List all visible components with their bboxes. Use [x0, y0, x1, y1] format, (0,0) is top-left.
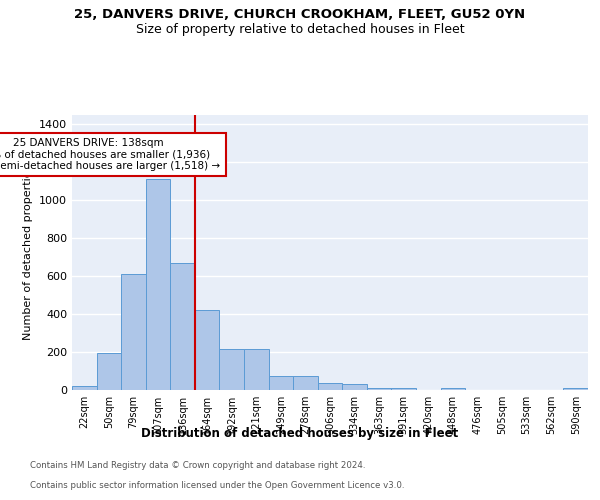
Bar [121, 274, 146, 390]
Bar [146, 180, 170, 390]
Bar [244, 349, 269, 390]
Bar [220, 349, 244, 390]
Bar [293, 376, 318, 390]
Bar [391, 388, 416, 390]
Bar [195, 310, 220, 390]
Bar [367, 388, 391, 390]
Text: Size of property relative to detached houses in Fleet: Size of property relative to detached ho… [136, 22, 464, 36]
Y-axis label: Number of detached properties: Number of detached properties [23, 165, 34, 340]
Bar [269, 376, 293, 390]
Bar [97, 353, 121, 390]
Text: 25, DANVERS DRIVE, CHURCH CROOKHAM, FLEET, GU52 0YN: 25, DANVERS DRIVE, CHURCH CROOKHAM, FLEE… [74, 8, 526, 20]
Text: Distribution of detached houses by size in Fleet: Distribution of detached houses by size … [142, 428, 458, 440]
Text: Contains HM Land Registry data © Crown copyright and database right 2024.: Contains HM Land Registry data © Crown c… [30, 461, 365, 470]
Bar [342, 384, 367, 390]
Bar [440, 388, 465, 390]
Text: Contains public sector information licensed under the Open Government Licence v3: Contains public sector information licen… [30, 481, 404, 490]
Text: 25 DANVERS DRIVE: 138sqm
← 56% of detached houses are smaller (1,936)
44% of sem: 25 DANVERS DRIVE: 138sqm ← 56% of detach… [0, 138, 221, 171]
Bar [563, 388, 588, 390]
Bar [72, 386, 97, 390]
Bar [170, 263, 195, 390]
Bar [318, 384, 342, 390]
